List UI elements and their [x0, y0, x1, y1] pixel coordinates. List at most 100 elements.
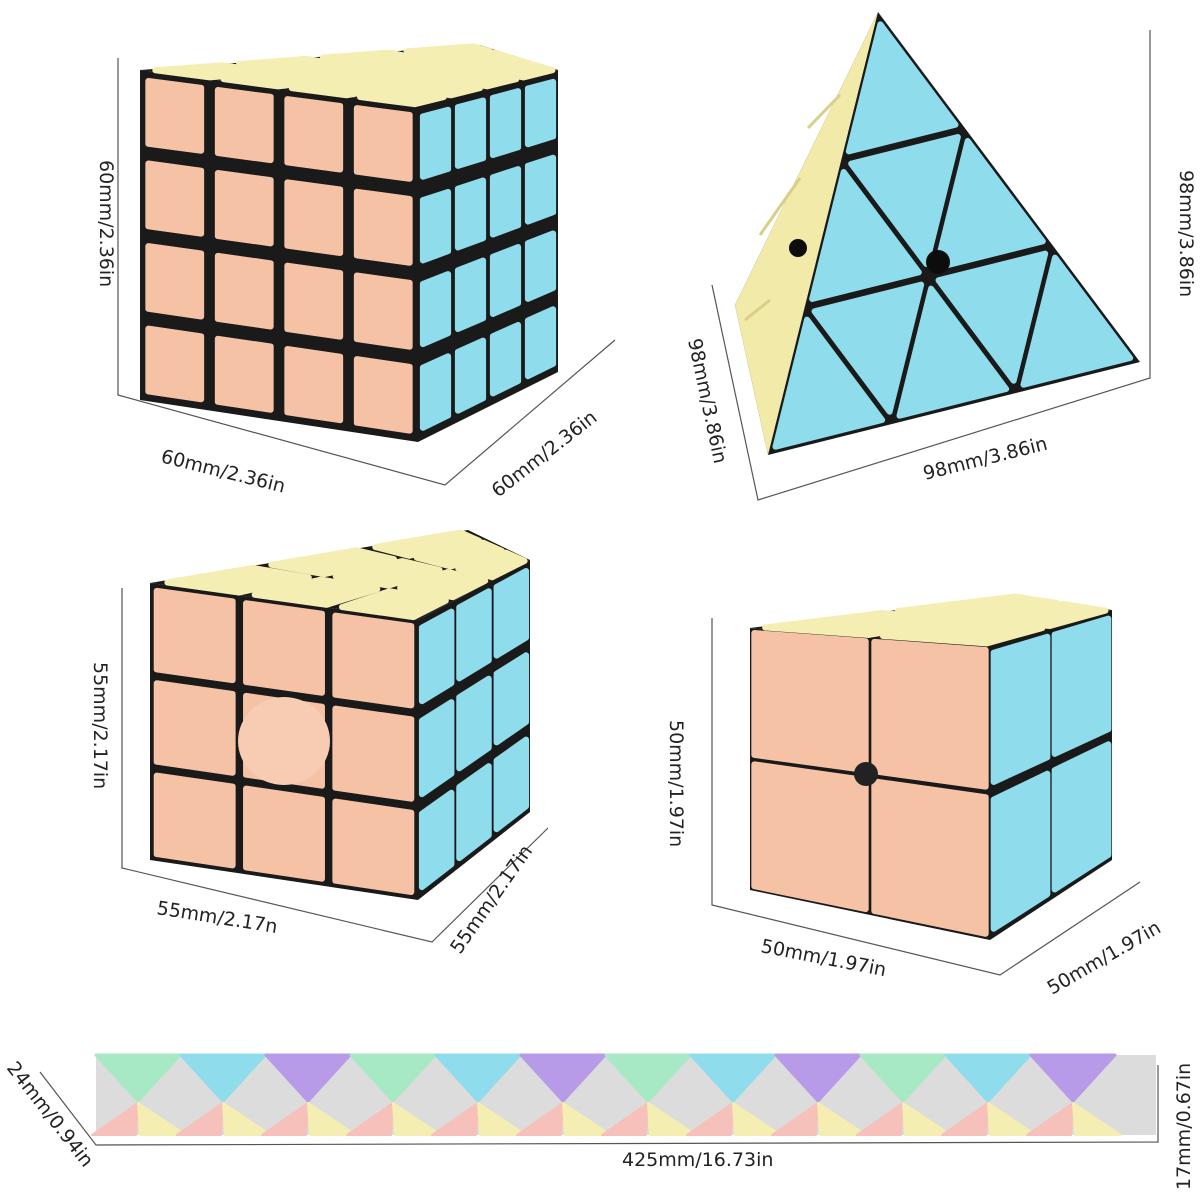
- snake-segment-top: [94, 1053, 182, 1103]
- cube-sticker: [353, 272, 413, 350]
- cube-sticker: [454, 97, 487, 169]
- cube-2x2: 50mm/1.97in 50mm/1.97in 50mm/1.97in: [665, 593, 1165, 999]
- cube-2x2-front-face: [751, 630, 989, 937]
- cube-2x2-guides: [711, 618, 1141, 976]
- cube-sticker: [164, 564, 312, 596]
- snake-segment-top: [774, 1053, 862, 1103]
- pyraminx-center-hole: [926, 250, 950, 274]
- cube-sticker: [153, 772, 236, 869]
- pyraminx-left-face: [735, 12, 878, 455]
- snake-puzzle: 17mm/0.67in 425mm/16.73in 24mm/0.94in: [2, 1053, 1195, 1190]
- snake-segment-bottom: [817, 1102, 867, 1136]
- cube-sticker: [251, 576, 381, 608]
- cube-sticker: [243, 600, 325, 696]
- snake-segment-top: [604, 1053, 692, 1103]
- cube-sticker: [353, 188, 413, 266]
- snake-height-label: 17mm/0.67in: [1173, 1063, 1195, 1190]
- cube-3x3-side-face: [418, 567, 530, 891]
- cube-sticker: [145, 160, 205, 237]
- cube-sticker: [284, 179, 344, 257]
- cube-sticker: [1051, 741, 1112, 893]
- snake-segment-bottom: [477, 1102, 527, 1136]
- snake-segment-top: [179, 1053, 267, 1103]
- snake-depth-label: 24mm/0.94in: [2, 1058, 98, 1172]
- cube-4x4-depth-label: 60mm/2.36in: [488, 406, 602, 502]
- snake-segment-bottom: [941, 1102, 989, 1136]
- snake-segment-bottom: [856, 1102, 904, 1136]
- snake-segment-top: [349, 1053, 437, 1103]
- cube-sticker: [145, 325, 205, 403]
- cube-4x4-height-label: 60mm/2.36in: [95, 160, 117, 287]
- snake-segment-bottom: [222, 1102, 272, 1136]
- cube-sticker: [489, 166, 522, 238]
- pyraminx-sticker: [896, 285, 1010, 419]
- cube-sticker: [493, 736, 530, 833]
- cube-sticker: [332, 798, 415, 896]
- snake-segment-bottom: [562, 1102, 612, 1136]
- cube-sticker: [454, 177, 487, 251]
- cube-sticker: [489, 321, 522, 397]
- snake-segment-bottom: [647, 1102, 697, 1136]
- cube-sticker: [493, 567, 530, 659]
- snake-segment-top: [944, 1053, 1032, 1103]
- cube-sticker: [418, 608, 455, 705]
- cube-sticker: [495, 62, 556, 81]
- cube-2x2-side-face: [990, 615, 1112, 932]
- pyraminx-sticker: [809, 169, 922, 302]
- snake-segment-bottom: [346, 1102, 394, 1136]
- cube-sticker: [153, 587, 236, 684]
- snake-segment-bottom: [137, 1102, 187, 1136]
- pyraminx-sticker: [935, 250, 1049, 384]
- cube-sticker: [418, 699, 455, 798]
- cube-sticker: [456, 763, 492, 862]
- cube-sticker: [214, 169, 274, 247]
- snake-segment-top: [264, 1053, 352, 1103]
- cube-sticker: [214, 87, 274, 164]
- snake-segment-bottom: [601, 1102, 649, 1136]
- cube-3x3-top-face: [164, 529, 528, 621]
- snake-segment-bottom: [1026, 1102, 1074, 1136]
- snake-segment-bottom: [307, 1102, 357, 1136]
- cube-4x4-width-label: 60mm/2.36in: [159, 446, 288, 498]
- cube-sticker: [524, 78, 557, 148]
- snake-segment-top: [689, 1053, 777, 1103]
- cube-sticker: [284, 96, 344, 173]
- snake-segment-bottom: [771, 1102, 819, 1136]
- cube-sticker: [145, 77, 205, 154]
- cube-sticker: [524, 230, 557, 302]
- cube-2x2-core: [854, 762, 878, 786]
- cube-2x2-height-label: 50mm/1.97in: [665, 720, 687, 847]
- snake-segment-top: [519, 1053, 607, 1103]
- cube-sticker: [454, 337, 487, 414]
- cube-sticker: [413, 539, 505, 570]
- cube-sticker: [751, 761, 869, 913]
- snake-segment-bottom: [732, 1102, 782, 1136]
- pyraminx-sticker: [772, 316, 886, 450]
- cube-sticker: [751, 630, 869, 774]
- cube-sticker: [268, 547, 397, 578]
- pyraminx-width-label: 98mm/3.86in: [921, 433, 1050, 485]
- pyraminx-sticker: [848, 134, 961, 267]
- cube-3x3-center-cap: [238, 697, 330, 785]
- pyraminx-front-face: [772, 21, 1134, 450]
- cube-sticker: [524, 154, 557, 225]
- cube-sticker: [288, 78, 389, 99]
- snake-segment-top: [434, 1053, 522, 1103]
- cube-3x3: 55mm/2.17in 55mm/2.17n 55mm/2.17in: [89, 529, 549, 958]
- cube-3x3-guides: [121, 588, 549, 943]
- cube-2x2-top-face: [762, 593, 1109, 647]
- cube-sticker: [418, 789, 455, 891]
- snake-segment-top: [1029, 1053, 1117, 1103]
- cube-sticker: [353, 356, 413, 434]
- cube-sticker: [524, 306, 557, 380]
- cube-sticker: [419, 353, 452, 431]
- snake-segment-bottom: [516, 1102, 564, 1136]
- pyraminx-sticker: [1020, 254, 1134, 388]
- snake-segment-top: [859, 1053, 947, 1103]
- cube-sticker: [214, 335, 274, 413]
- cube-sticker: [493, 652, 530, 746]
- pyraminx-depth-label: 98mm/3.86in: [683, 336, 731, 465]
- cube-sticker: [284, 262, 344, 340]
